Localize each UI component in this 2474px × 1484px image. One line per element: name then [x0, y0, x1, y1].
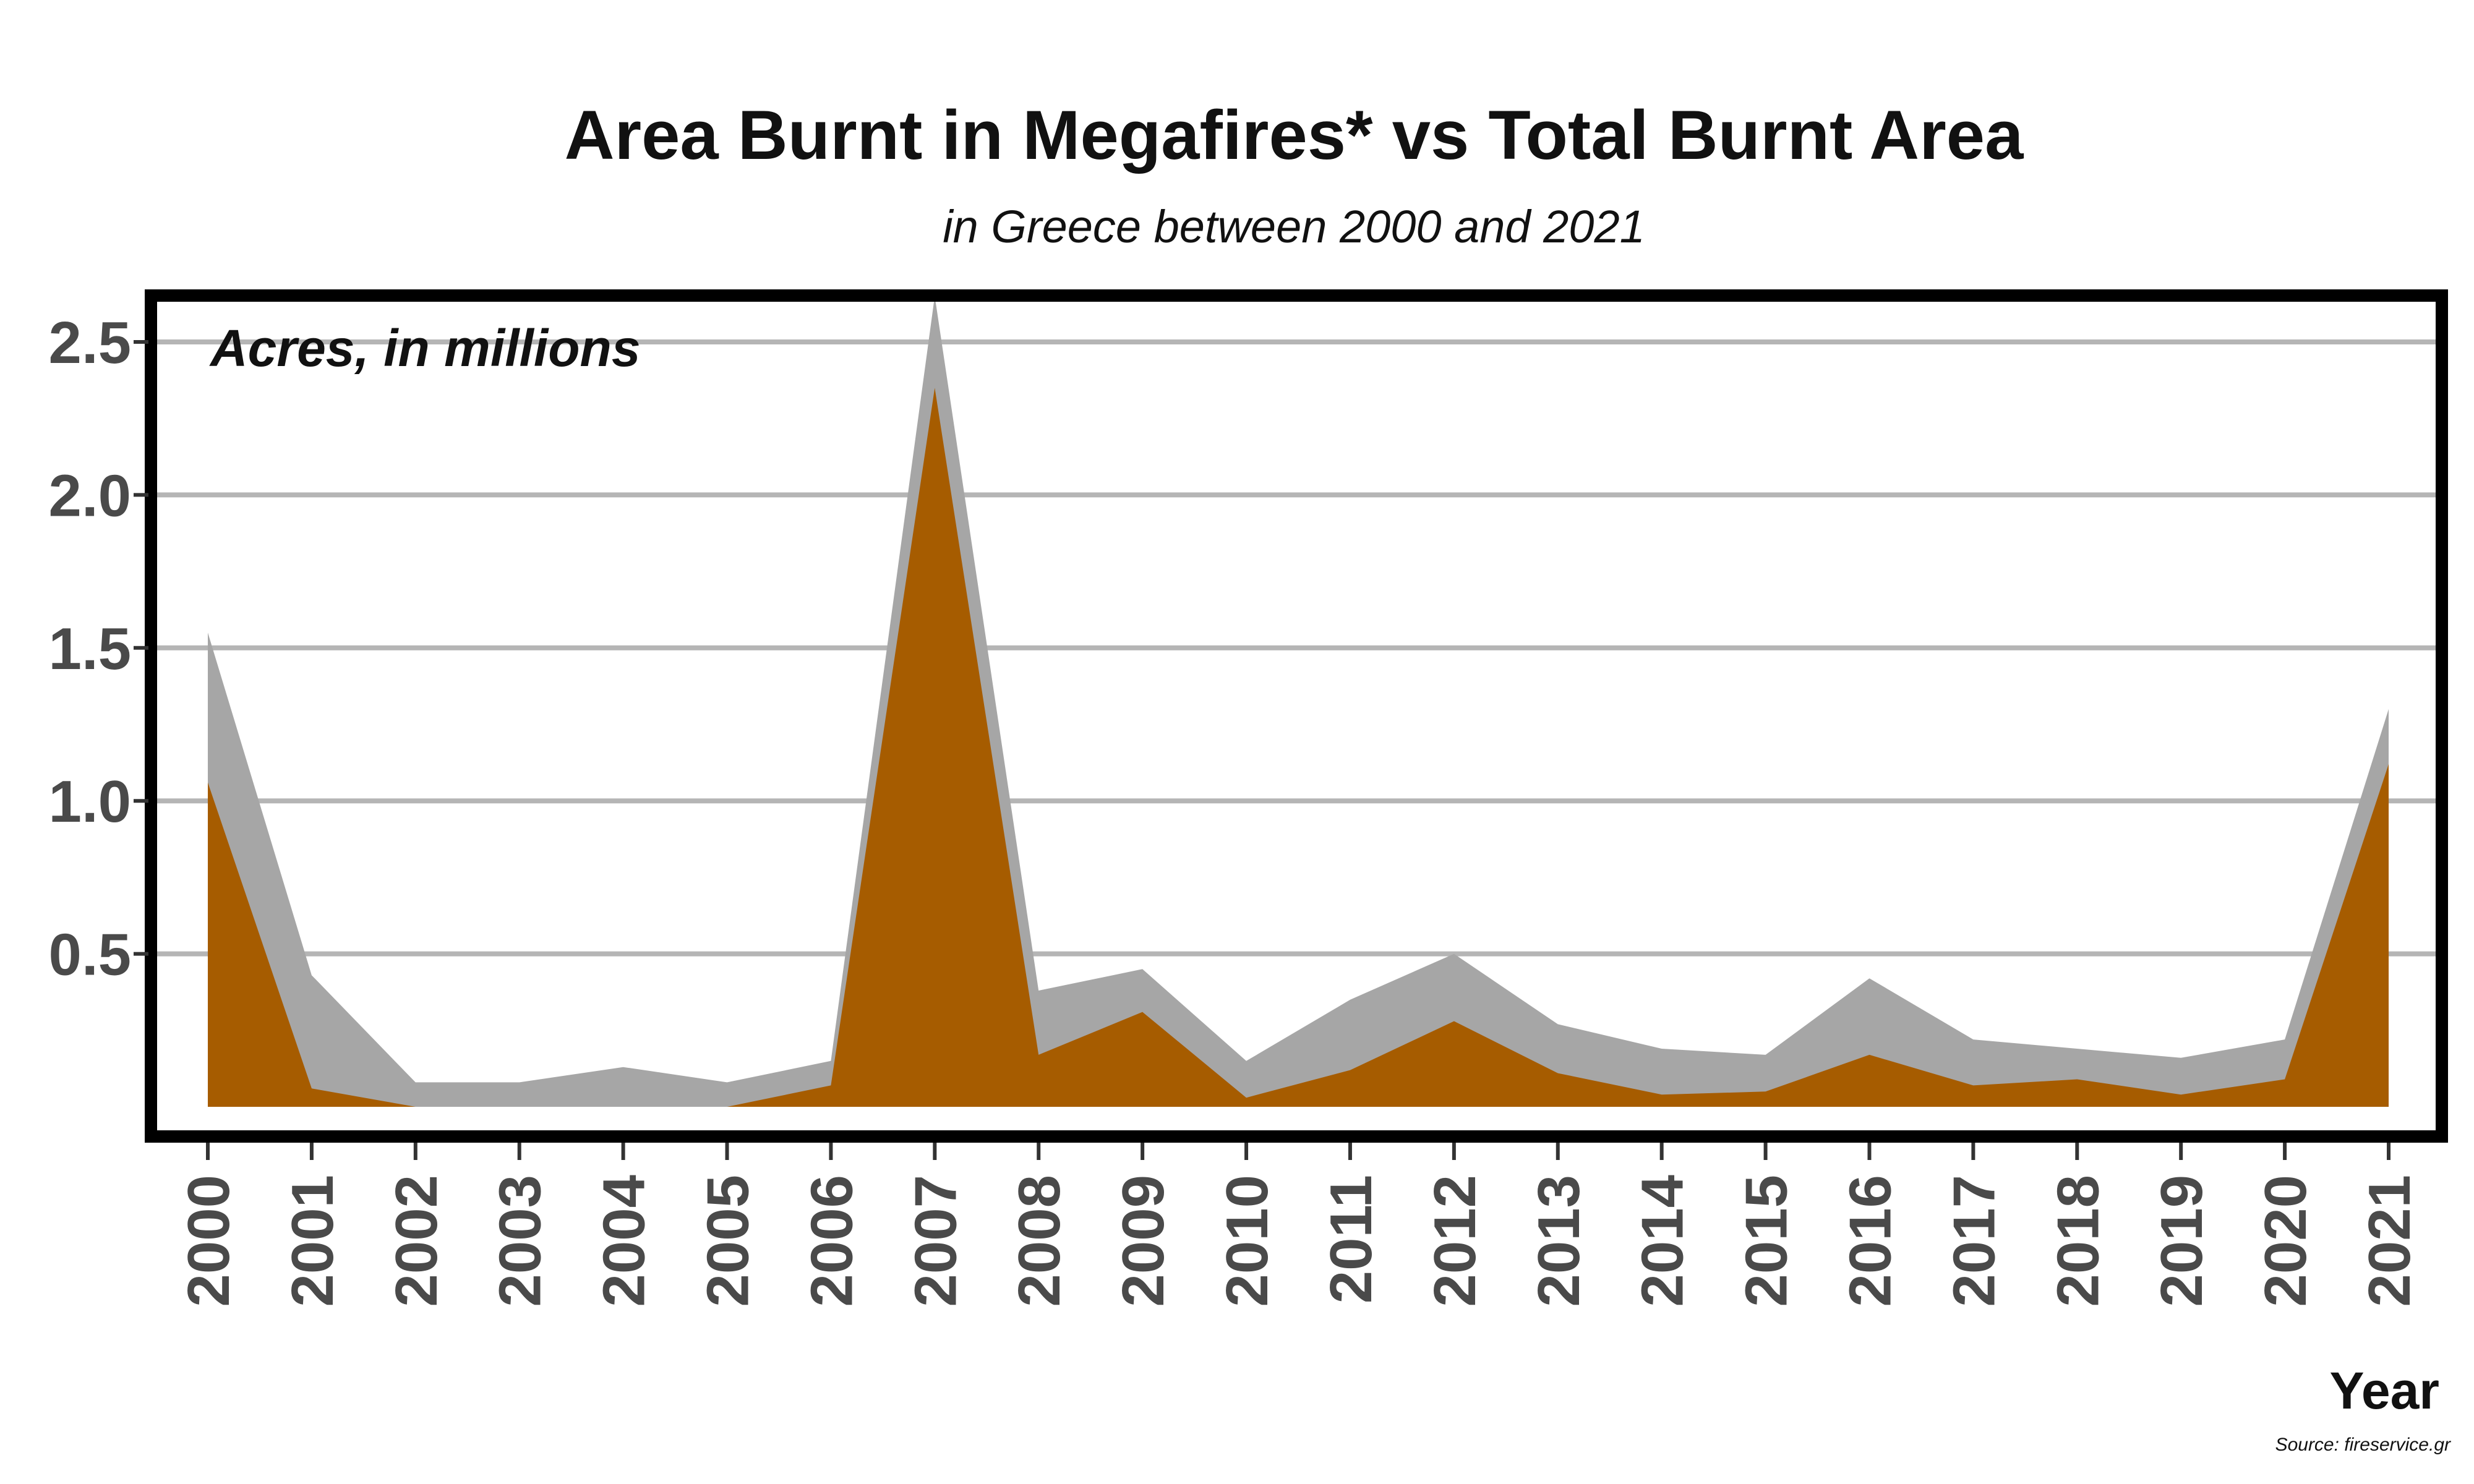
- x-tick-label: 2003: [487, 1175, 554, 1307]
- x-tick-label: 2020: [2253, 1175, 2319, 1307]
- x-axis-label: Year: [2329, 1362, 2439, 1420]
- x-tick-label: 2011: [1318, 1175, 1384, 1303]
- x-axis-ticks: 2000 2001 2002 2003 2004 2005 2006 2007 2008 2009…: [176, 1143, 2423, 1307]
- x-tick-label: 2012: [1422, 1175, 1488, 1307]
- x-tick-label: 2017: [1941, 1175, 2007, 1307]
- source-note: Source: fireservice.gr: [2275, 1435, 2451, 1455]
- x-tick-label: 2005: [695, 1175, 761, 1307]
- area-series: [208, 296, 2389, 1107]
- chart-title: Area Burnt in Megafires* vs Total Burnt …: [565, 96, 2024, 174]
- x-tick-label: 2007: [902, 1175, 969, 1307]
- plot-frame: [145, 289, 2448, 1143]
- y-tick-label: 1.0: [49, 769, 131, 835]
- y-tick-label: 0.5: [49, 922, 131, 988]
- y-axis-ticks: 0.5 1.0 1.5 2.0 2.5: [49, 310, 148, 988]
- y-axis-label: Acres, in millions: [209, 319, 641, 377]
- y-tick-label: 2.5: [49, 310, 131, 376]
- x-tick-label: 2004: [591, 1175, 657, 1307]
- chart-subtitle: in Greece between 2000 and 2021: [943, 201, 1645, 252]
- x-tick-label: 2008: [1006, 1175, 1072, 1307]
- x-tick-label: 2002: [383, 1175, 450, 1307]
- total-area-series: [208, 296, 2389, 1107]
- x-tick-label: 2021: [2356, 1175, 2423, 1307]
- x-tick-label: 2010: [1214, 1175, 1280, 1307]
- x-tick-label: 2013: [1526, 1175, 1592, 1307]
- x-tick-label: 2009: [1110, 1175, 1176, 1307]
- x-tick-label: 2000: [176, 1175, 242, 1307]
- x-tick-label: 2014: [1630, 1175, 1696, 1307]
- x-tick-label: 2015: [1734, 1175, 1800, 1307]
- y-tick-label: 2.0: [49, 463, 131, 529]
- x-tick-label: 2006: [798, 1175, 865, 1307]
- x-tick-label: 2016: [1837, 1175, 1903, 1307]
- x-tick-label: 2019: [2149, 1175, 2215, 1307]
- x-tick-label: 2001: [280, 1175, 346, 1307]
- x-tick-label: 2018: [2045, 1175, 2111, 1307]
- y-tick-label: 1.5: [49, 616, 131, 682]
- grid-lines: [157, 339, 2436, 957]
